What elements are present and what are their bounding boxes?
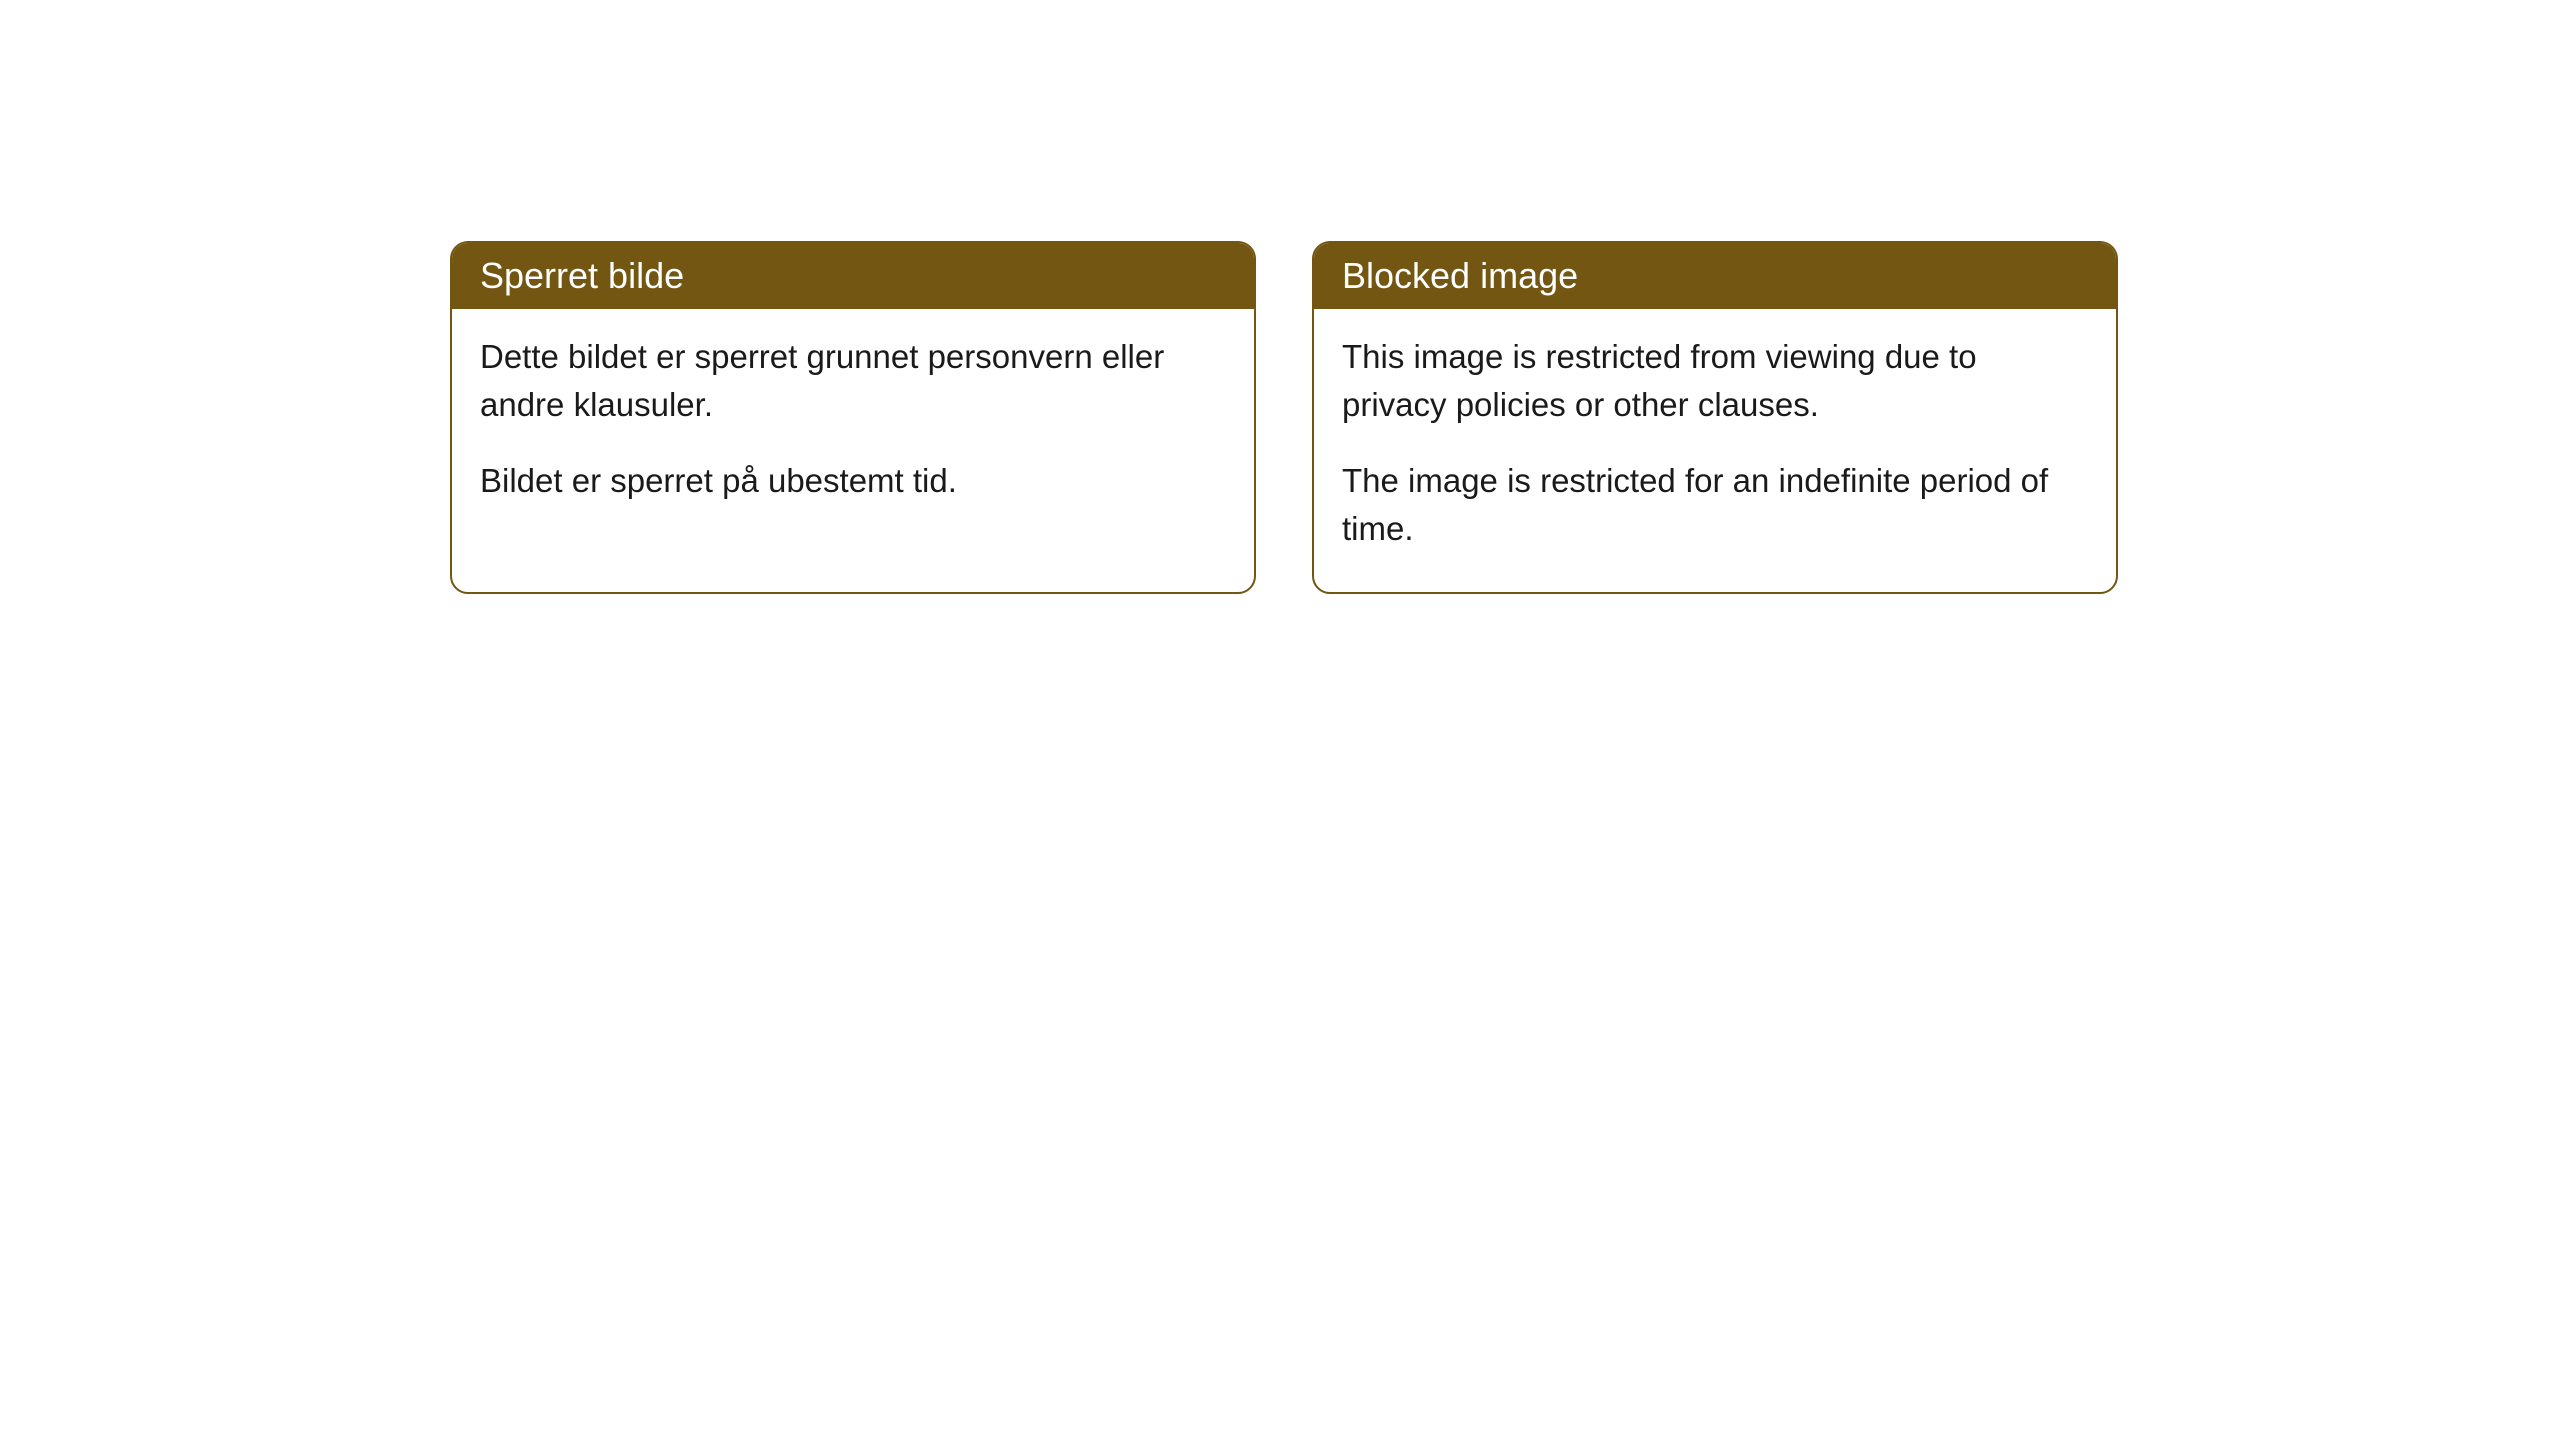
notice-paragraph-2: The image is restricted for an indefinit… (1342, 457, 2088, 553)
card-body-norwegian: Dette bildet er sperret grunnet personve… (452, 309, 1254, 545)
blocked-image-card-norwegian: Sperret bilde Dette bildet er sperret gr… (450, 241, 1256, 594)
notice-paragraph-1: This image is restricted from viewing du… (1342, 333, 2088, 429)
notice-paragraph-1: Dette bildet er sperret grunnet personve… (480, 333, 1226, 429)
card-header-norwegian: Sperret bilde (452, 243, 1254, 309)
notice-paragraph-2: Bildet er sperret på ubestemt tid. (480, 457, 1226, 505)
blocked-image-card-english: Blocked image This image is restricted f… (1312, 241, 2118, 594)
card-body-english: This image is restricted from viewing du… (1314, 309, 2116, 592)
card-title: Sperret bilde (480, 255, 684, 296)
card-header-english: Blocked image (1314, 243, 2116, 309)
card-title: Blocked image (1342, 255, 1578, 296)
notice-cards-container: Sperret bilde Dette bildet er sperret gr… (450, 241, 2118, 594)
